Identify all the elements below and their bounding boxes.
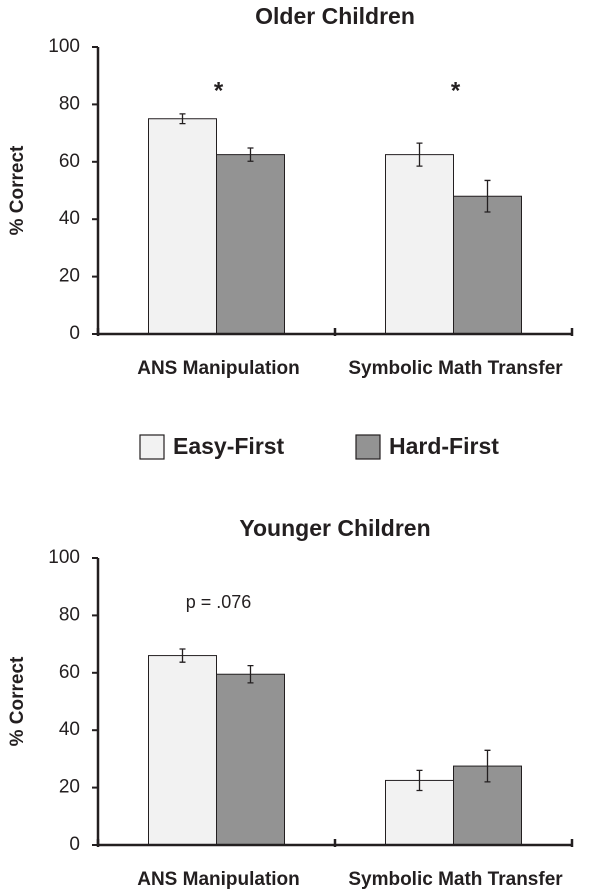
y-tick-label: 60 [59,662,80,683]
x-tick-label: ANS Manipulation [137,358,300,379]
y-tick-label: 20 [59,266,80,287]
y-tick-label: 40 [59,208,80,229]
y-tick-label: 80 [59,93,80,114]
chart-title: Older Children [255,3,415,29]
error-bar [416,769,423,792]
error-bar [247,664,254,684]
y-tick-label: 100 [48,36,80,57]
y-axis-label: % Correct [7,656,28,746]
bar [385,154,454,335]
legend-swatch [355,434,381,460]
bar [216,154,285,335]
error-bar [179,113,186,125]
y-tick-label: 0 [69,323,80,344]
y-tick-label: 80 [59,604,80,625]
x-tick-label: Symbolic Math Transfer [348,358,563,379]
annotation: * [214,77,224,104]
error-bar [247,147,254,162]
annotation: p = .076 [186,592,252,612]
y-tick-label: 20 [59,777,80,798]
bar [216,673,285,846]
error-bar [484,179,491,213]
x-tick-label: ANS Manipulation [137,869,300,890]
error-bar [416,142,423,167]
legend-label: Hard-First [389,433,499,459]
y-tick-label: 60 [59,151,80,172]
y-tick-label: 40 [59,719,80,740]
legend-swatch [139,434,165,460]
bar [148,118,217,335]
x-tick-label: Symbolic Math Transfer [348,869,563,890]
bar [453,195,522,335]
legend-label: Easy-First [173,433,285,459]
y-axis-label: % Correct [7,145,28,235]
error-bar [484,749,491,783]
error-bar [179,648,186,663]
bar [148,655,217,846]
annotation: * [451,77,461,104]
y-tick-label: 100 [48,547,80,568]
y-tick-label: 0 [69,834,80,855]
chart-title: Younger Children [239,515,430,541]
